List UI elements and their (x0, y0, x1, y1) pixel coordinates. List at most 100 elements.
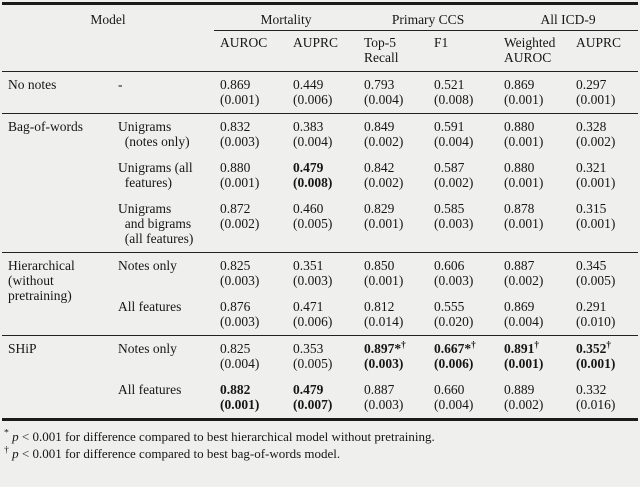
header-spacer (2, 30, 112, 72)
metric-cell: 0.353 (0.005) (287, 335, 358, 377)
metric-value: 0.353 (293, 341, 324, 356)
metric-std: (0.001) (364, 216, 404, 231)
metric-std: (0.002) (364, 134, 404, 149)
paper-page: Model Mortality Primary CCS All ICD-9 AU… (0, 2, 640, 462)
metric-std: (0.002) (504, 273, 544, 288)
metric-value: 0.352† (576, 339, 611, 356)
metric-cell: 0.321 (0.001) (570, 155, 638, 196)
metric-std: (0.008) (434, 92, 474, 107)
metric-value: 0.850 (364, 258, 395, 273)
metric-cell: 0.587 (0.002) (428, 155, 498, 196)
metric-std: (0.003) (364, 356, 404, 371)
metric-std: (0.016) (576, 397, 616, 412)
metric-std: (0.006) (293, 314, 333, 329)
metric-cell: 0.869 (0.001) (214, 72, 287, 114)
metric-std: (0.003) (434, 273, 474, 288)
metric-cell: 0.479 (0.008) (287, 155, 358, 196)
metric-cell: 0.315 (0.001) (570, 196, 638, 253)
metric-cell: 0.869 (0.001) (498, 72, 570, 114)
metric-std: (0.004) (504, 314, 544, 329)
metric-cell: 0.876 (0.003) (214, 294, 287, 336)
metric-cell: 0.521 (0.008) (428, 72, 498, 114)
model-label: No notes (8, 77, 57, 92)
metric-value: 0.321 (576, 160, 607, 175)
metric-cell: 0.880 (0.001) (498, 155, 570, 196)
metric-cell: 0.880 (0.001) (214, 155, 287, 196)
metric-cell: 0.872 (0.002) (214, 196, 287, 253)
header-group-mortality: Mortality (214, 3, 358, 31)
metric-std: (0.007) (293, 397, 333, 412)
metric-cell: 0.793 (0.004) (358, 72, 428, 114)
metric-cell: 0.832 (0.003) (214, 113, 287, 155)
metric-cell: 0.849 (0.002) (358, 113, 428, 155)
variant-label: All features (118, 382, 182, 397)
metric-cell: 0.291 (0.010) (570, 294, 638, 336)
metric-value: 0.887 (504, 258, 535, 273)
metric-std: (0.001) (504, 356, 544, 371)
model-label: SHiP (2, 335, 112, 420)
variant-label: Unigrams (notes only) (112, 113, 214, 155)
metric-value: 0.812 (364, 299, 395, 314)
metric-value: 0.521 (434, 77, 465, 92)
results-table: Model Mortality Primary CCS All ICD-9 AU… (2, 2, 639, 421)
metric-cell: 0.297 (0.001) (570, 72, 638, 114)
metric-std: (0.001) (504, 134, 544, 149)
metric-std: (0.004) (364, 92, 404, 107)
p-variable: p (12, 429, 19, 444)
metric-std: (0.005) (576, 273, 616, 288)
metric-value: 0.891† (504, 339, 539, 356)
metric-std: (0.002) (504, 397, 544, 412)
metric-value: 0.328 (576, 119, 607, 134)
metric-std: (0.010) (576, 314, 616, 329)
metric-value: 0.869 (504, 77, 535, 92)
header-auroc: AUROC (214, 30, 287, 72)
metric-value: 0.660 (434, 382, 465, 397)
metric-cell: 0.471 (0.006) (287, 294, 358, 336)
metric-value: 0.667*† (434, 339, 476, 356)
metric-std: (0.004) (220, 356, 260, 371)
metric-value: 0.889 (504, 382, 535, 397)
metric-std: (0.003) (434, 216, 474, 231)
metric-cell: 0.328 (0.002) (570, 113, 639, 155)
model-label: Bag-of-words (2, 113, 112, 253)
footnote-text: < 0.001 for difference compared to best … (21, 429, 435, 444)
metric-std: (0.001) (576, 175, 616, 190)
variant-label: Unigrams (all features) (118, 160, 193, 190)
header-f1: F1 (428, 30, 499, 72)
metric-cell: 0.887 (0.002) (498, 252, 571, 294)
variant-label: All features (118, 299, 182, 314)
metric-cell: 0.812 (0.014) (358, 294, 428, 336)
metric-std: (0.001) (220, 397, 260, 412)
metric-std: (0.003) (364, 397, 404, 412)
metric-std: (0.001) (576, 356, 616, 371)
metric-std: (0.001) (504, 216, 544, 231)
header-auprc-icd9: AUPRC (570, 30, 639, 72)
metric-value: 0.591 (434, 119, 465, 134)
metric-cell: 0.332 (0.016) (570, 377, 638, 420)
footnote-dagger: † p < 0.001 for difference compared to b… (4, 445, 636, 462)
metric-value: 0.315 (576, 201, 607, 216)
metric-value: 0.291 (576, 299, 607, 314)
metric-cell: 0.878 (0.001) (498, 196, 570, 253)
metric-cell: 0.889 (0.002) (498, 377, 570, 420)
metric-std: (0.003) (293, 273, 333, 288)
metric-value: 0.479 (293, 160, 324, 175)
footnote-asterisk: * p < 0.001 for difference compared to b… (4, 428, 636, 445)
metric-value: 0.869 (220, 77, 251, 92)
metric-std: (0.003) (220, 273, 260, 288)
footnotes: * p < 0.001 for difference compared to b… (4, 428, 636, 462)
metric-cell: 0.606 (0.003) (428, 252, 499, 294)
metric-std: (0.003) (220, 134, 260, 149)
group-header-row: Model Mortality Primary CCS All ICD-9 (2, 3, 639, 31)
variant-label: - (118, 77, 123, 92)
metric-std: (0.002) (220, 216, 260, 231)
metric-value: 0.383 (293, 119, 324, 134)
header-spacer (112, 30, 214, 72)
metric-value: 0.869 (504, 299, 535, 314)
metric-std: (0.001) (504, 92, 544, 107)
metric-cell: 0.887 (0.003) (358, 377, 428, 420)
table-header: Model Mortality Primary CCS All ICD-9 AU… (2, 3, 639, 72)
metric-cell: 0.449 (0.006) (287, 72, 358, 114)
metric-cell: 0.667*† (0.006) (428, 335, 499, 377)
metric-std: (0.008) (293, 175, 333, 190)
